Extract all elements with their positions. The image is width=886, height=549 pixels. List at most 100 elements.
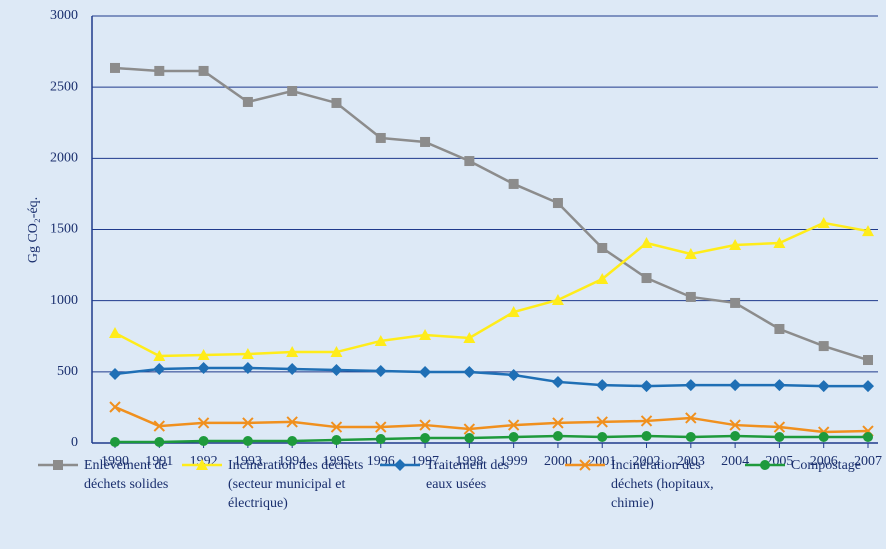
data-point (817, 380, 830, 393)
data-point (464, 433, 475, 444)
x-tick-label: 2000 (544, 454, 572, 469)
data-point (863, 432, 873, 443)
series-line (115, 434, 868, 444)
data-point (153, 362, 166, 375)
data-point (773, 237, 786, 249)
data-point (154, 65, 165, 76)
x-tick-label: 1991 (145, 454, 173, 469)
legend-marker (579, 459, 591, 471)
data-point (774, 323, 785, 334)
data-point (420, 433, 431, 444)
x-tick-label: 1999 (500, 454, 528, 469)
x-tick-label: 1998 (455, 454, 483, 469)
y-tick-label: 1500 (50, 222, 78, 237)
data-point (773, 379, 786, 392)
data-point (330, 346, 343, 358)
data-point (153, 350, 166, 362)
x-tick-label: 1993 (234, 454, 262, 469)
data-point (730, 431, 741, 442)
data-point (597, 243, 608, 254)
y-tick-label: 500 (57, 364, 78, 379)
data-point (552, 417, 564, 429)
data-point (419, 328, 432, 340)
data-point (375, 434, 386, 445)
data-point (507, 419, 520, 431)
data-point (197, 361, 210, 374)
data-point (109, 401, 121, 413)
y-tick-label: 3000 (50, 8, 78, 23)
data-point (154, 437, 165, 448)
data-point (463, 331, 476, 343)
x-tick-label: 2005 (765, 454, 793, 469)
data-point (508, 432, 519, 443)
data-point (508, 178, 519, 189)
data-point (863, 355, 873, 366)
data-point (374, 364, 387, 377)
data-point (818, 432, 829, 443)
x-tick-label: 2002 (633, 454, 661, 469)
data-point (110, 437, 120, 448)
data-point (463, 423, 476, 435)
data-point (286, 416, 298, 428)
legend-label: Traitement des eaux usées (426, 458, 510, 492)
legend-marker (760, 460, 770, 470)
series-line (114, 405, 869, 434)
data-point (287, 436, 298, 447)
data-point (286, 362, 299, 375)
data-point (685, 412, 697, 424)
data-point (684, 247, 697, 259)
data-point (684, 379, 697, 392)
data-point (331, 435, 342, 446)
data-point (552, 198, 563, 209)
y-tick-label: 1000 (50, 293, 78, 308)
data-point (375, 421, 387, 433)
legend-label: Incinération des déchets (hopitaux, chim… (611, 458, 714, 511)
x-tick-label: 2003 (677, 454, 705, 469)
data-point (242, 417, 254, 429)
data-point (242, 436, 253, 447)
x-tick-label: 1995 (322, 454, 350, 469)
data-point (597, 432, 608, 443)
data-point (640, 380, 653, 393)
data-point (331, 97, 342, 108)
legend-label: Incinération des déchets (secteur munici… (228, 458, 364, 511)
data-point (641, 431, 652, 442)
data-point (242, 96, 253, 107)
data-point (419, 419, 431, 431)
x-tick-label: 2006 (810, 454, 838, 469)
series-line (114, 366, 868, 388)
data-point (330, 363, 343, 376)
data-point (110, 62, 120, 73)
data-point (596, 379, 609, 392)
data-point (729, 239, 742, 251)
data-point (862, 380, 874, 393)
data-point (330, 421, 343, 433)
data-point (375, 132, 386, 143)
data-point (685, 291, 696, 302)
data-point (640, 237, 653, 249)
series-line (114, 221, 869, 358)
data-point (729, 379, 742, 392)
x-tick-label: 1994 (278, 454, 306, 469)
data-point (507, 368, 520, 381)
data-point (241, 361, 254, 374)
legend-label: Enlèvement de déchets solides (84, 458, 169, 492)
data-point (420, 136, 431, 147)
data-point (641, 273, 652, 284)
legend-marker (394, 459, 406, 471)
data-point (197, 349, 210, 361)
y-tick-label: 0 (71, 435, 78, 450)
data-point (464, 156, 475, 167)
data-point (198, 65, 209, 76)
data-point (109, 326, 121, 338)
x-tick-label: 2004 (721, 454, 749, 469)
data-point (197, 417, 210, 429)
data-point (198, 436, 209, 447)
x-tick-label: 1990 (101, 454, 129, 469)
data-point (729, 419, 741, 431)
data-point (818, 341, 829, 352)
data-point (862, 225, 874, 237)
data-point (286, 346, 299, 358)
